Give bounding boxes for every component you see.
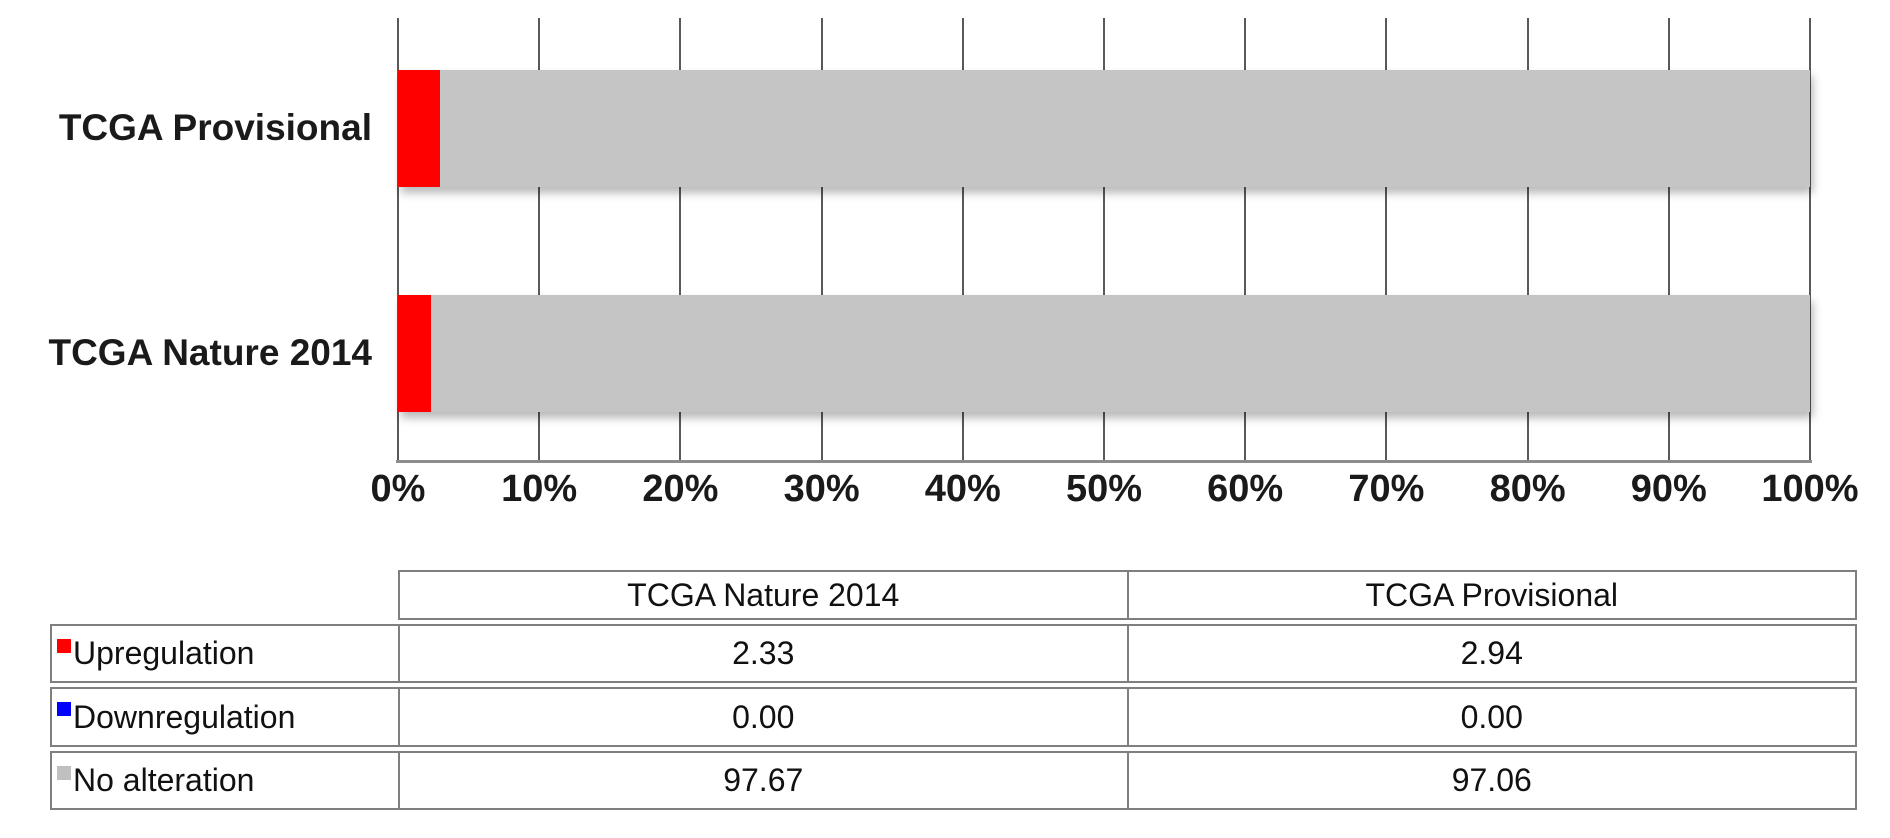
gridline-30%: [820, 18, 823, 462]
bar-segment-no-alteration: [430, 295, 1810, 412]
cell-upregulation-provisional: 2.94: [1126, 626, 1856, 681]
table-row-downregulation: Downregulation 0.00 0.00: [50, 687, 1857, 747]
legend-swatch-downregulation: [57, 702, 71, 716]
cell-no-alteration-nature: 97.67: [723, 762, 804, 798]
gridline-70%: [1385, 18, 1388, 462]
gridline-100%: [1809, 18, 1811, 462]
gridline-0%: [397, 18, 399, 462]
legend-swatch-upregulation: [57, 638, 71, 653]
x-tick-30%: 30%: [783, 468, 860, 510]
gridline-40%: [961, 18, 964, 462]
gridline-10%: [538, 18, 541, 462]
x-tick-60%: 60%: [1207, 468, 1284, 510]
row-label-no-alteration: No alteration: [52, 753, 400, 808]
gridline-50%: [1103, 18, 1105, 462]
row-label-text: No alteration: [73, 762, 255, 798]
table-row-upregulation: Upregulation 2.33 2.94: [50, 624, 1857, 683]
plot-area: [396, 18, 1812, 463]
x-tick-90%: 90%: [1630, 468, 1707, 510]
category-label-tcga-provisional: TCGA Provisional: [58, 107, 372, 148]
x-tick-10%: 10%: [501, 468, 578, 510]
bar-segment-upregulation: [398, 70, 440, 187]
bar-tcga-provisional: [398, 70, 1810, 187]
cell-downregulation-provisional: 0.00: [1126, 689, 1856, 745]
table-header-tcga-nature-2014: TCGA Nature 2014: [627, 576, 900, 613]
x-axis-line: [396, 460, 1812, 463]
cell-upregulation-nature: 2.33: [732, 635, 795, 671]
table-row-no-alteration: No alteration 97.67 97.06: [50, 751, 1857, 810]
row-label-upregulation: Upregulation: [52, 626, 400, 681]
table-header-tcga-provisional: TCGA Provisional: [1126, 572, 1856, 618]
legend-swatch-no-alteration: [57, 765, 71, 780]
row-label-downregulation: Downregulation: [52, 689, 400, 745]
cell-downregulation-nature: 0.00: [732, 698, 795, 735]
gridline-90%: [1667, 18, 1670, 462]
x-tick-70%: 70%: [1348, 468, 1425, 510]
gridline-60%: [1244, 18, 1247, 462]
bar-segment-no-alteration: [439, 70, 1810, 187]
x-tick-20%: 20%: [642, 468, 719, 510]
bar-tcga-nature-2014: [398, 295, 1810, 412]
x-axis-tick-labels: 0% 10% 20% 30% 40% 50% 60% 70% 80% 90% 100%: [371, 468, 1859, 518]
x-tick-0%: 0%: [370, 468, 426, 510]
x-tick-50%: 50%: [1065, 468, 1143, 510]
gridline-20%: [679, 18, 682, 462]
category-label-tcga-nature-2014: TCGA Nature 2014: [48, 332, 372, 373]
cell-no-alteration-provisional: 97.06: [1126, 753, 1856, 808]
x-tick-100%: 100%: [1761, 468, 1859, 510]
x-tick-40%: 40%: [924, 468, 1001, 510]
row-label-text: Upregulation: [73, 635, 255, 671]
row-label-text: Downregulation: [73, 698, 296, 735]
bar-segment-upregulation: [398, 295, 431, 412]
table-header-row: TCGA Nature 2014 TCGA Provisional: [398, 570, 1857, 620]
gridline-80%: [1526, 18, 1529, 462]
x-tick-80%: 80%: [1489, 468, 1566, 510]
